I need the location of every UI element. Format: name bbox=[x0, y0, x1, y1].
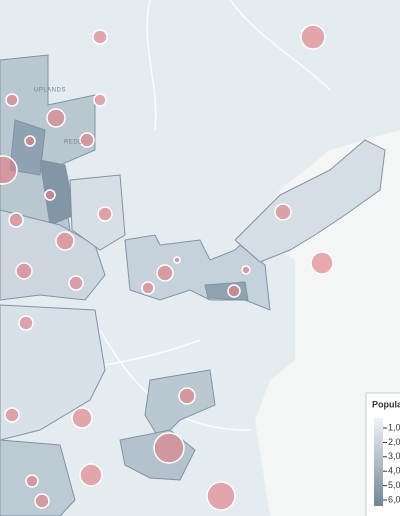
bubble bbox=[79, 132, 95, 148]
bubble bbox=[8, 212, 24, 228]
bubble bbox=[92, 29, 108, 45]
legend-scale bbox=[374, 418, 383, 506]
bubble bbox=[274, 203, 292, 221]
bubbles bbox=[0, 24, 334, 511]
legend-label: 6,0 bbox=[388, 494, 400, 504]
legend-label: 2,0 bbox=[388, 437, 400, 447]
bubble bbox=[24, 135, 36, 147]
bubble bbox=[4, 407, 20, 423]
bubble bbox=[93, 93, 107, 107]
legend-ticks: 1,0 2,0 3,0 4,0 5,0 6,0 bbox=[383, 422, 400, 504]
road bbox=[0, 0, 330, 430]
legend-label: 1,0 bbox=[388, 422, 400, 432]
legend-label: 3,0 bbox=[388, 451, 400, 461]
bubble bbox=[310, 251, 334, 275]
bubble bbox=[68, 275, 84, 291]
map-label: UPLANDS bbox=[34, 88, 66, 94]
bubble bbox=[5, 93, 19, 107]
legend: Popula 1,0 2,0 3,0 4,0 5,0 6,0 bbox=[365, 392, 400, 516]
bubble bbox=[15, 262, 33, 280]
legend-title: Popula bbox=[372, 399, 400, 409]
district bbox=[0, 304, 106, 441]
district bbox=[204, 281, 249, 301]
bubble bbox=[25, 474, 39, 488]
bubble bbox=[227, 284, 241, 298]
bubble bbox=[241, 265, 251, 275]
legend-label: 4,0 bbox=[388, 466, 400, 476]
districts bbox=[0, 54, 386, 516]
bubble bbox=[18, 315, 34, 331]
bubble bbox=[79, 463, 103, 487]
district bbox=[234, 139, 386, 263]
bubble bbox=[206, 481, 236, 511]
bubble bbox=[0, 155, 18, 185]
bubble bbox=[34, 493, 50, 509]
bubble bbox=[141, 281, 155, 295]
map-label: REDL bbox=[64, 140, 82, 146]
bubble bbox=[300, 24, 326, 50]
district bbox=[144, 369, 216, 441]
bubble bbox=[46, 108, 66, 128]
legend-label: 5,0 bbox=[388, 480, 400, 490]
bubble bbox=[71, 407, 93, 429]
bubble bbox=[55, 231, 75, 251]
bubble bbox=[44, 189, 56, 201]
bubble bbox=[153, 432, 185, 464]
bubble bbox=[178, 387, 196, 405]
bubble bbox=[156, 264, 174, 282]
bubble bbox=[97, 206, 113, 222]
bubble bbox=[173, 256, 181, 264]
district bbox=[9, 119, 46, 176]
